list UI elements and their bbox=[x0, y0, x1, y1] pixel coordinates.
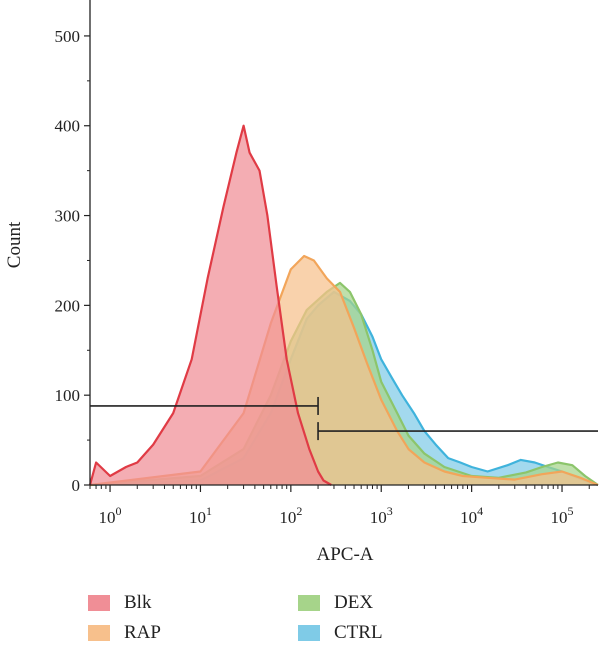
series-area-rap bbox=[90, 256, 598, 485]
x-axis-title: APC-A bbox=[316, 544, 373, 565]
x-tick-label: 104 bbox=[460, 504, 483, 527]
legend-item-ctrl: CTRL bbox=[298, 620, 383, 646]
y-tick-label: 100 bbox=[55, 386, 81, 405]
y-tick-label: 200 bbox=[55, 296, 81, 315]
x-tick-label: 102 bbox=[279, 504, 302, 527]
y-axis-title: Count bbox=[4, 221, 25, 268]
x-tick-label: 101 bbox=[189, 504, 212, 527]
y-tick-label: 0 bbox=[72, 476, 81, 495]
y-tick-label: 500 bbox=[55, 27, 81, 46]
plot-area bbox=[88, 124, 599, 487]
x-tick-label: 103 bbox=[370, 504, 393, 527]
series-area-blk bbox=[90, 125, 332, 485]
histogram-chart: 0 100 200 300 400 500 100 101 102 103 104 105 APC-A… bbox=[4, 0, 599, 565]
x-tick-label: 105 bbox=[551, 504, 574, 527]
legend-item-dex: DEX bbox=[298, 590, 373, 616]
series-line-blk bbox=[88, 124, 332, 486]
axes: 0 100 200 300 400 500 100 101 102 103 104 105 bbox=[55, 0, 598, 527]
legend-label-ctrl: CTRL bbox=[334, 622, 383, 643]
legend-swatch-blk bbox=[88, 595, 110, 611]
legend-item-blk: Blk bbox=[88, 590, 151, 616]
y-tick-label: 400 bbox=[55, 117, 81, 136]
series-line-rap bbox=[89, 254, 599, 487]
legend-label-blk: Blk bbox=[124, 592, 152, 613]
legend-swatch-ctrl bbox=[298, 625, 320, 641]
x-tick-label: 100 bbox=[99, 504, 122, 527]
legend-swatch-rap bbox=[88, 625, 110, 641]
y-tick-label: 300 bbox=[55, 207, 81, 226]
legend: Blk RAP DEX CTRL bbox=[0, 585, 600, 649]
legend-swatch-dex bbox=[298, 595, 320, 611]
legend-item-rap: RAP bbox=[88, 620, 161, 646]
legend-label-rap: RAP bbox=[124, 622, 161, 643]
legend-label-dex: DEX bbox=[334, 592, 374, 613]
